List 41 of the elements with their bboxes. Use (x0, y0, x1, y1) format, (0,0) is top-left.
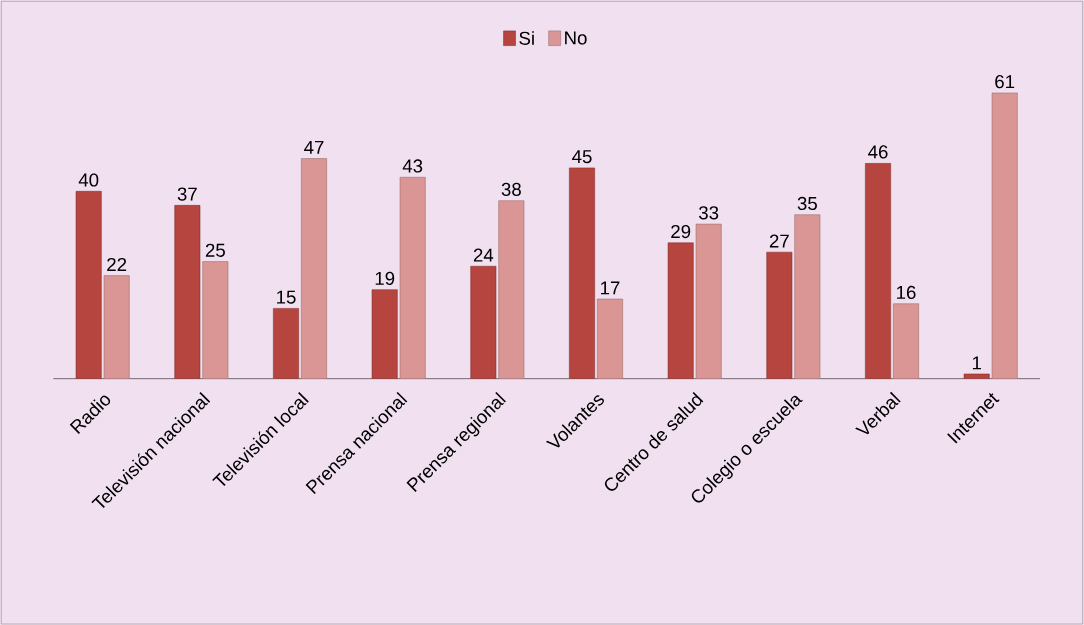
data-label: 40 (78, 173, 99, 187)
bar (597, 298, 623, 379)
data-label: 29 (671, 224, 691, 238)
data-label: 16 (897, 285, 916, 299)
bar (865, 162, 891, 379)
bar (695, 223, 722, 379)
bar (273, 307, 299, 379)
bar (202, 261, 229, 379)
data-label: 22 (107, 257, 127, 271)
bar (301, 158, 327, 379)
bar (399, 176, 426, 379)
bar (667, 242, 694, 379)
bar (766, 251, 793, 379)
bar (991, 92, 1018, 379)
data-label: 47 (304, 140, 324, 154)
data-label: 1 (972, 356, 981, 370)
bar (103, 275, 130, 379)
data-label: 43 (402, 159, 423, 173)
bar (893, 303, 919, 379)
data-label: 45 (572, 150, 592, 164)
data-label: 35 (797, 196, 817, 210)
data-label: 24 (473, 248, 494, 262)
legend-label: No (565, 31, 587, 45)
data-label: 27 (769, 234, 789, 248)
data-label: 17 (601, 281, 620, 295)
data-label: 38 (501, 182, 521, 196)
bar (75, 190, 102, 379)
data-label: 37 (177, 187, 197, 201)
data-label: 15 (277, 290, 296, 304)
bar (174, 204, 201, 379)
bar (470, 265, 497, 379)
data-label: 61 (995, 74, 1015, 89)
bar (569, 167, 595, 379)
data-label: 25 (205, 243, 225, 257)
data-label: 33 (699, 206, 719, 220)
legend-label: Si (519, 31, 534, 45)
bar (794, 214, 821, 379)
bar (371, 289, 398, 379)
bar (498, 200, 525, 379)
data-label: 46 (868, 145, 888, 159)
data-label: 19 (375, 271, 395, 285)
